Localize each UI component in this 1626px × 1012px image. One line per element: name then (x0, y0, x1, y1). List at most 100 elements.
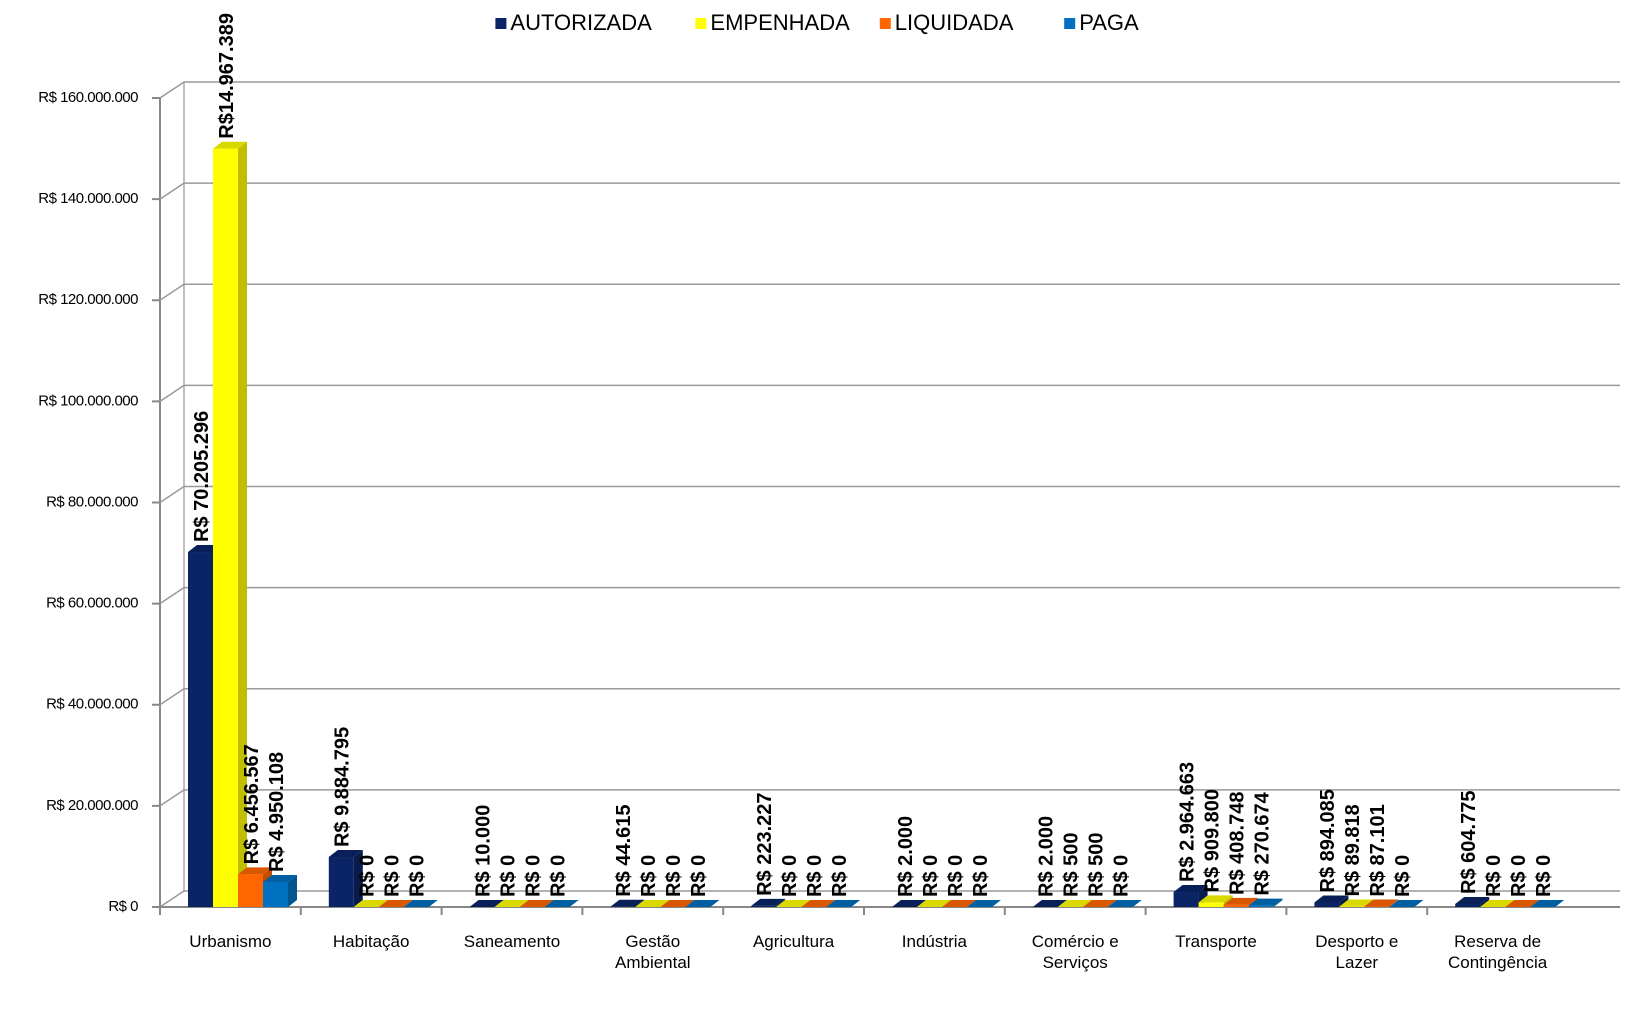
bar-side (1389, 899, 1399, 907)
bar-top (801, 900, 836, 907)
bar (801, 900, 836, 908)
bar-side (1107, 899, 1117, 907)
bar (685, 900, 720, 908)
y-tick-label: R$ 100.000.000 (38, 392, 138, 409)
bar (378, 900, 413, 908)
bar (942, 900, 976, 908)
x-tick-label-line: Indústria (902, 932, 968, 951)
bar-top (1389, 900, 1424, 907)
x-tick-label-line: Lazer (1336, 953, 1379, 972)
y-tick-label: R$ 80.000.000 (46, 493, 138, 510)
grid-line (159, 586, 1620, 605)
bar-top (519, 900, 554, 907)
bar-front (263, 881, 288, 907)
x-tick-label: Saneamento (464, 932, 560, 951)
value-label: R$ 0 (1111, 855, 1133, 897)
bar-front (1173, 892, 1199, 907)
bar-front (213, 148, 238, 907)
bar-top (378, 900, 413, 907)
legend-label: LIQUIDADA (895, 10, 1014, 35)
bar-top (1530, 900, 1565, 907)
value-label: R$ 0 (1533, 855, 1555, 897)
value-label: R$ 0 (920, 855, 942, 897)
value-label: R$ 0 (829, 855, 851, 897)
value-label: R$ 500 (1061, 832, 1083, 897)
bar (1248, 898, 1283, 907)
grid-line (159, 81, 1620, 99)
value-label: R$ 87.101 (1367, 804, 1389, 896)
value-label: R$ 0 (945, 855, 967, 897)
value-label: R$ 89.818 (1342, 804, 1364, 896)
x-tick-label: Gestão Ambiental (615, 932, 691, 972)
bar-top (660, 900, 695, 907)
bar-top (1223, 897, 1258, 905)
bar (544, 900, 579, 908)
x-tick-label: Reserva de Contingência (1448, 932, 1548, 972)
value-label: R$ 2.964.663 (1176, 762, 1198, 882)
bar-top (776, 900, 811, 907)
bar (892, 899, 926, 907)
legend-label: AUTORIZADA (510, 10, 652, 35)
value-label: R$ 2.000 (895, 816, 917, 897)
bar-top (1455, 896, 1490, 904)
x-tick-label-line: Reserva de (1454, 932, 1541, 951)
bar-side (917, 899, 926, 907)
x-tick-label-line: Desporto e (1315, 932, 1398, 951)
bar-front (1455, 903, 1481, 907)
bar-top (1032, 899, 1067, 907)
x-tick-label-line: Ambiental (615, 953, 691, 972)
value-label: R$ 70.205.296 (191, 411, 213, 542)
bar (1082, 899, 1117, 908)
bar-top (1480, 900, 1515, 907)
bar-front (328, 857, 354, 907)
value-label: R$ 0 (638, 855, 660, 897)
bar-front (188, 552, 213, 907)
bar-top (213, 141, 247, 149)
value-label: R$ 0 (357, 855, 379, 897)
bar (519, 900, 554, 908)
bar-front (1198, 902, 1224, 907)
bar-top (942, 900, 976, 907)
y-tick-label: R$ 160.000.000 (38, 89, 138, 106)
bar (1364, 899, 1399, 907)
value-label: R$14.967.389 (216, 13, 238, 139)
bar-top (1339, 899, 1374, 907)
bar-top (635, 900, 670, 907)
bar-front (1314, 902, 1340, 907)
value-label: R$ 44.615 (613, 804, 635, 896)
grid-line (159, 890, 1620, 908)
bar (1389, 900, 1424, 908)
bar-top (1364, 899, 1399, 907)
value-label: R$ 0 (1508, 855, 1530, 897)
bar-top (263, 874, 297, 882)
bar (1107, 900, 1142, 908)
bar (776, 900, 811, 908)
bar-side (353, 850, 363, 907)
bar-side (1273, 898, 1283, 907)
x-tick-label-line: Serviços (1043, 953, 1108, 972)
x-tick-label-line: Contingência (1448, 953, 1548, 972)
bar (1032, 899, 1067, 907)
value-label: R$ 10.000 (472, 805, 494, 897)
y-tick-label: R$ 20.000.000 (46, 797, 138, 814)
bar-top (1505, 900, 1540, 907)
x-tick-label: Transporte (1175, 932, 1257, 951)
legend-swatch (1064, 18, 1076, 29)
bar-front (751, 905, 777, 907)
bar-top (967, 900, 1001, 907)
value-label: R$ 0 (522, 855, 544, 897)
bar (213, 141, 247, 907)
x-tick-label: Desporto e Lazer (1315, 932, 1398, 972)
bar-top (469, 899, 504, 907)
bar-side (1057, 899, 1067, 907)
bar-side (1339, 895, 1349, 907)
bar-top (917, 900, 951, 907)
x-tick-label-line: Transporte (1175, 932, 1257, 951)
bar-top (238, 867, 272, 875)
bar (1530, 900, 1565, 908)
x-tick-label-line: Saneamento (464, 932, 560, 951)
bar-front (238, 874, 263, 907)
value-label: R$ 0 (497, 855, 519, 897)
x-tick-label: Comércio e Serviços (1032, 932, 1119, 972)
